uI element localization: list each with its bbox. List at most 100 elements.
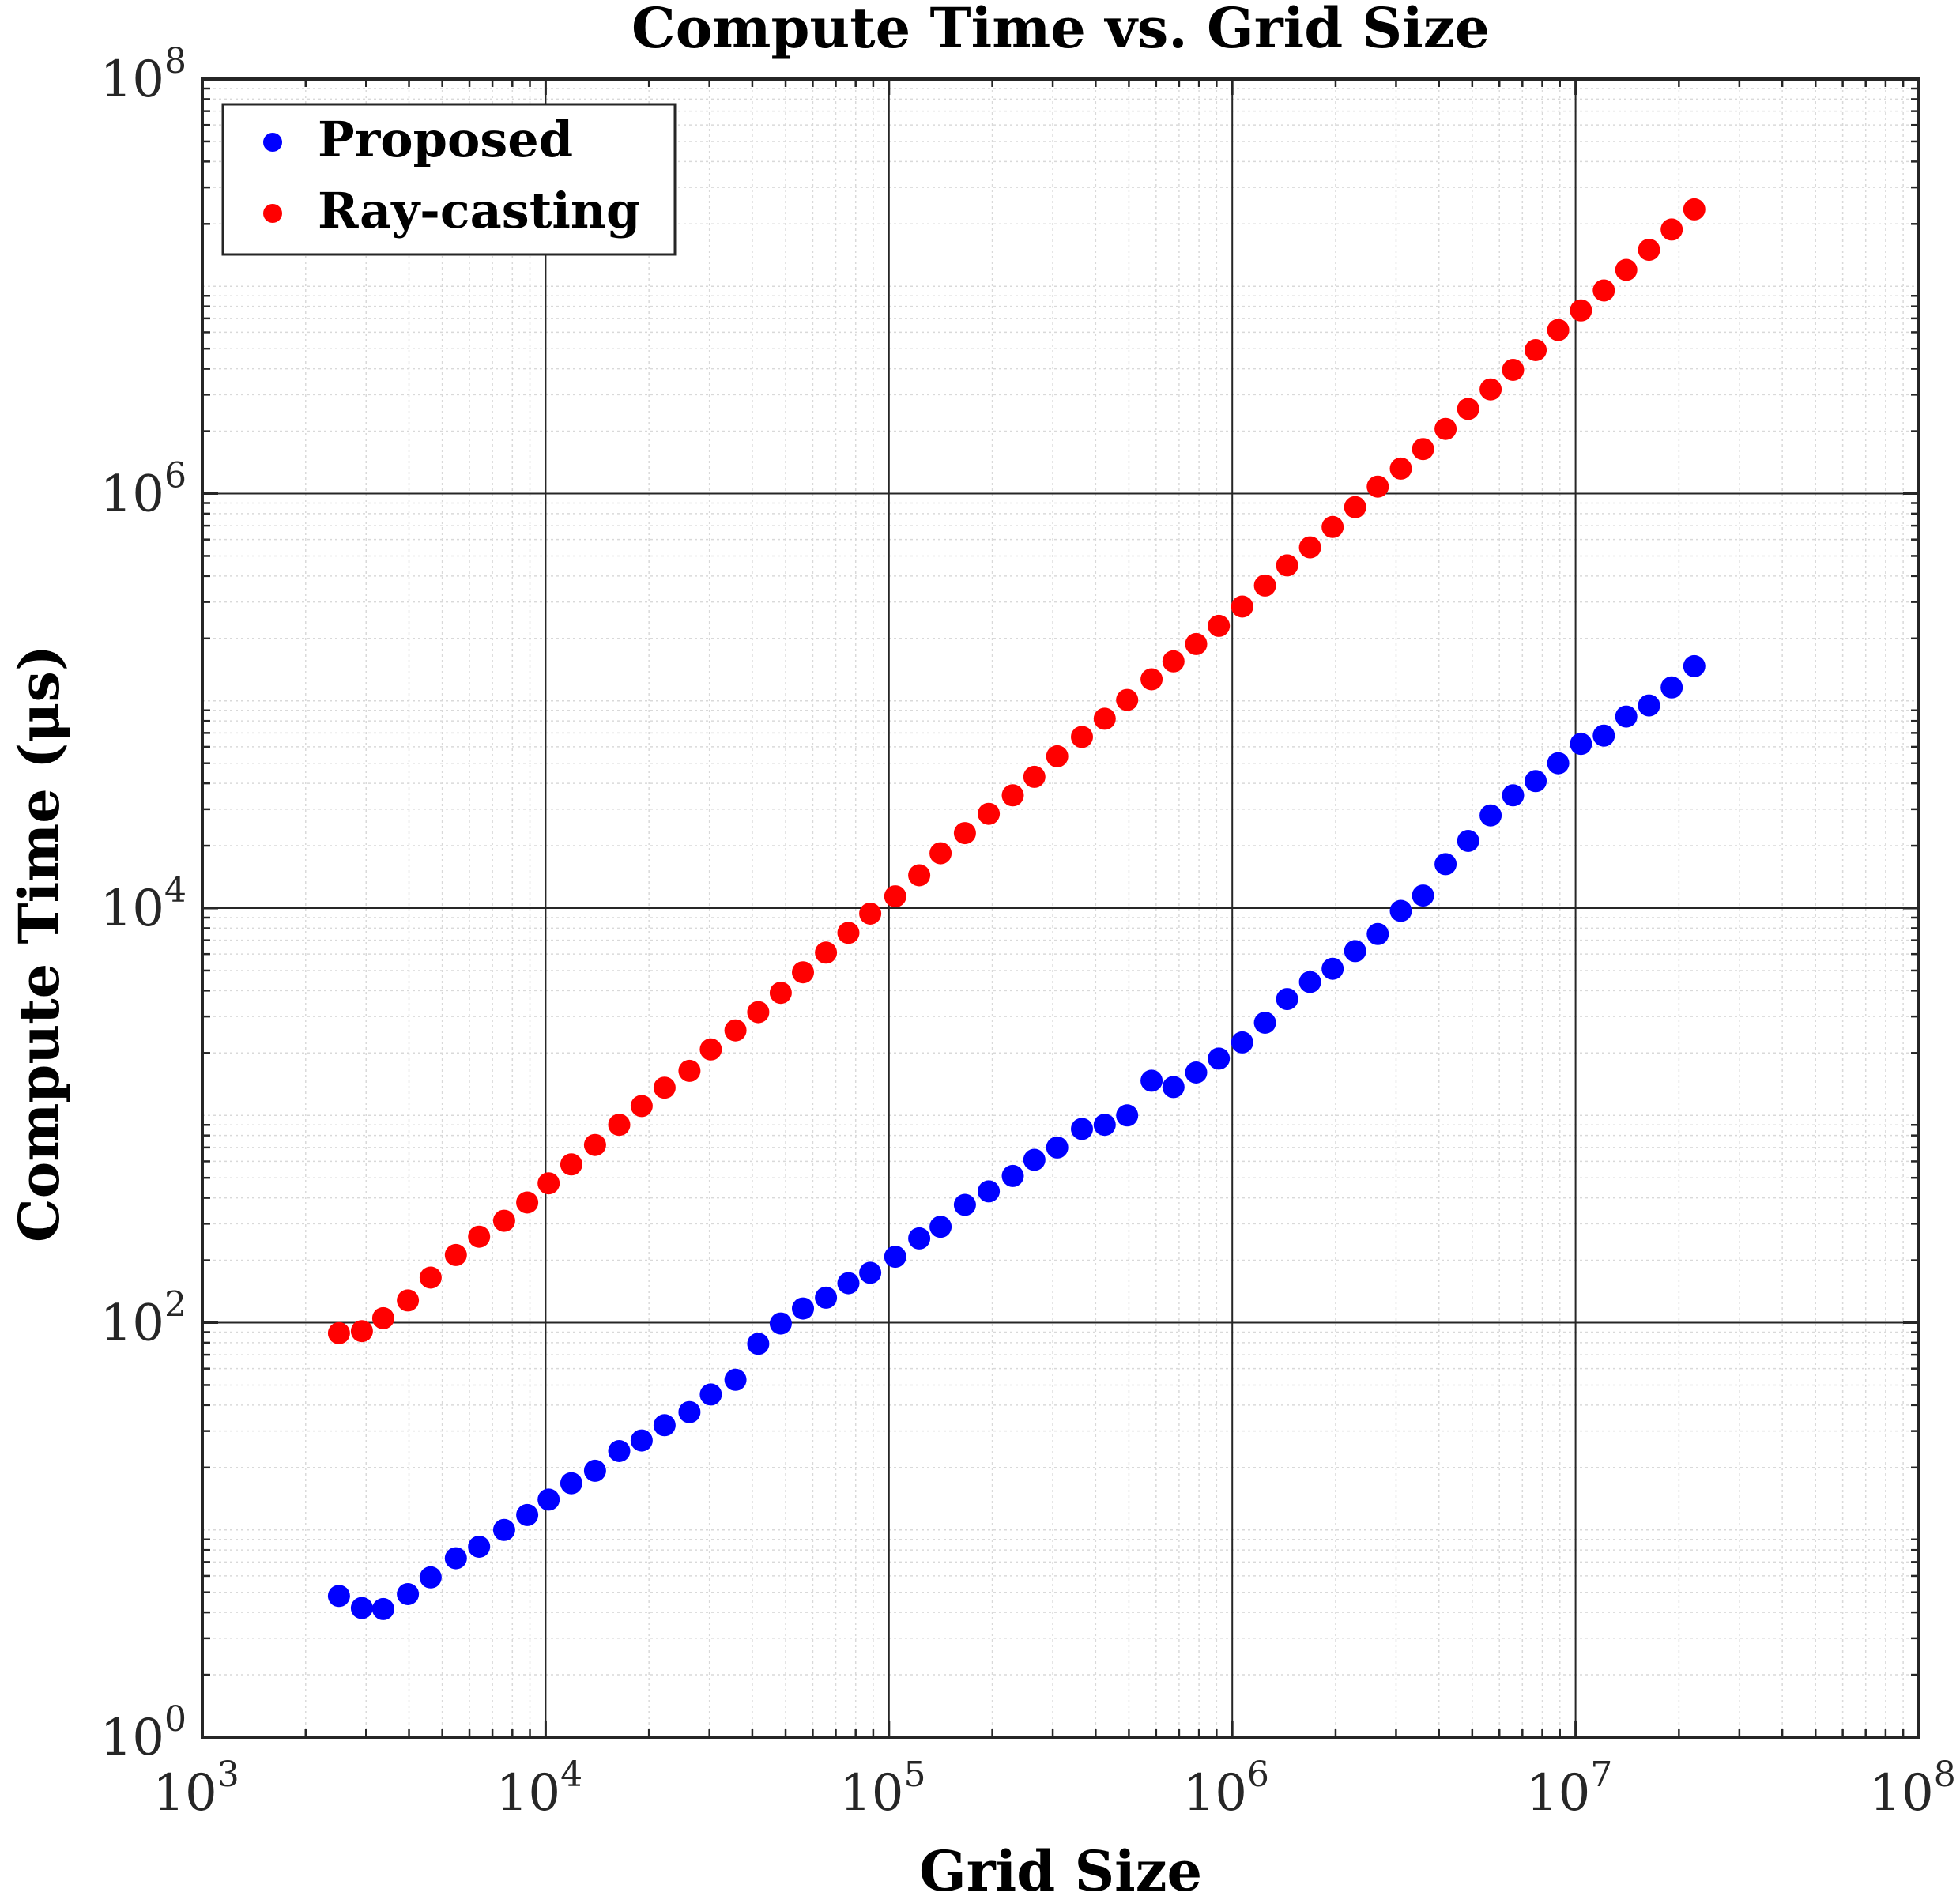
data-point-proposed — [837, 1272, 860, 1295]
data-point-ray-casting — [815, 941, 838, 964]
x-tick-label: 103 — [153, 1755, 239, 1823]
legend-box — [221, 103, 677, 256]
tick-labels: 103 104 105 106 107 108 100 102 104 106 108 — [100, 41, 1956, 1823]
data-point-proposed — [350, 1597, 373, 1619]
data-point-ray-casting — [1570, 299, 1592, 322]
data-point-ray-casting — [859, 903, 882, 925]
y-tick-label: 102 — [100, 1285, 187, 1353]
data-point-proposed — [1479, 804, 1502, 827]
data-point-proposed — [444, 1547, 467, 1570]
data-point-proposed — [908, 1227, 931, 1250]
data-point-proposed — [978, 1180, 1001, 1203]
data-point-proposed — [724, 1368, 747, 1391]
data-point-ray-casting — [1638, 239, 1660, 262]
data-point-proposed — [1276, 988, 1298, 1011]
data-point-proposed — [1023, 1148, 1046, 1171]
data-point-proposed — [859, 1261, 882, 1284]
data-point-ray-casting — [537, 1172, 560, 1195]
data-point-proposed — [747, 1333, 770, 1355]
data-point-proposed — [1366, 922, 1389, 945]
data-point-proposed — [1638, 694, 1660, 717]
data-point-ray-casting — [1162, 650, 1185, 673]
data-point-ray-casting — [516, 1191, 539, 1214]
data-point-proposed — [1570, 733, 1592, 756]
data-point-ray-casting — [1001, 784, 1024, 807]
data-point-proposed — [1592, 724, 1615, 747]
data-point-ray-casting — [1434, 417, 1457, 440]
data-point-ray-casting — [1046, 745, 1069, 767]
data-point-ray-casting — [908, 864, 931, 887]
axes — [201, 77, 1920, 1739]
data-point-proposed — [1683, 654, 1706, 677]
legend-marker-ray-casting — [263, 204, 282, 223]
data-point-ray-casting — [1071, 726, 1093, 748]
data-point-ray-casting — [884, 885, 906, 908]
data-point-ray-casting — [792, 961, 814, 984]
data-point-ray-casting — [1615, 258, 1638, 281]
data-point-proposed — [608, 1440, 631, 1462]
data-point-ray-casting — [978, 802, 1001, 825]
x-tick-label: 108 — [1869, 1755, 1955, 1823]
data-point-proposed — [1457, 830, 1479, 852]
data-point-ray-casting — [1660, 218, 1683, 241]
x-tick-label: 107 — [1526, 1755, 1612, 1823]
data-point-ray-casting — [953, 822, 976, 845]
data-point-ray-casting — [1208, 614, 1231, 637]
data-point-proposed — [653, 1414, 676, 1437]
data-point-ray-casting — [1093, 707, 1116, 730]
data-point-ray-casting — [397, 1289, 420, 1312]
data-point-proposed — [1389, 899, 1412, 922]
data-point-ray-casting — [1116, 688, 1139, 711]
data-point-proposed — [1321, 957, 1344, 980]
data-point-proposed — [1344, 940, 1366, 963]
data-point-proposed — [1434, 853, 1457, 876]
data-point-ray-casting — [1366, 475, 1389, 498]
data-point-ray-casting — [1683, 198, 1706, 221]
data-point-proposed — [537, 1488, 560, 1511]
data-point-proposed — [1140, 1069, 1163, 1092]
data-point-proposed — [929, 1216, 952, 1238]
data-point-ray-casting — [1023, 765, 1046, 788]
data-point-proposed — [884, 1246, 906, 1269]
data-point-ray-casting — [1253, 574, 1276, 597]
data-point-ray-casting — [419, 1266, 442, 1289]
y-tick-label: 106 — [100, 456, 187, 524]
data-point-ray-casting — [1457, 398, 1479, 420]
legend-label-proposed: Proposed — [318, 111, 573, 168]
data-point-ray-casting — [1592, 279, 1615, 302]
legend: Proposed Ray-casting — [221, 103, 677, 256]
y-axis-label: Compute Time (μs) — [6, 645, 72, 1242]
data-point-ray-casting — [560, 1153, 582, 1176]
data-point-proposed — [699, 1383, 722, 1406]
data-point-proposed — [1298, 971, 1321, 993]
data-point-ray-casting — [583, 1133, 606, 1156]
data-point-ray-casting — [608, 1114, 631, 1137]
data-point-proposed — [815, 1286, 838, 1309]
data-point-ray-casting — [371, 1306, 394, 1329]
data-point-proposed — [630, 1429, 653, 1452]
data-point-proposed — [516, 1503, 539, 1526]
data-point-ray-casting — [1298, 536, 1321, 559]
data-point-proposed — [1116, 1104, 1139, 1127]
data-point-proposed — [419, 1566, 442, 1589]
data-point-proposed — [492, 1518, 515, 1541]
data-point-ray-casting — [929, 842, 952, 865]
x-axis-label: Grid Size — [919, 1838, 1202, 1900]
data-point-proposed — [1615, 705, 1638, 728]
data-point-proposed — [769, 1312, 792, 1335]
data-point-ray-casting — [444, 1243, 467, 1266]
plot-frame — [201, 77, 1920, 1739]
data-point-ray-casting — [350, 1320, 373, 1343]
data-point-ray-casting — [1525, 339, 1547, 361]
x-tick-label: 105 — [839, 1755, 925, 1823]
data-point-ray-casting — [837, 922, 860, 944]
data-point-ray-casting — [327, 1321, 350, 1344]
data-point-proposed — [678, 1400, 701, 1423]
data-point-ray-casting — [653, 1076, 676, 1099]
data-point-proposed — [1185, 1061, 1208, 1084]
data-point-proposed — [1502, 784, 1525, 807]
data-points — [327, 198, 1706, 1620]
data-point-proposed — [1093, 1114, 1116, 1137]
y-tick-label: 108 — [100, 41, 187, 109]
